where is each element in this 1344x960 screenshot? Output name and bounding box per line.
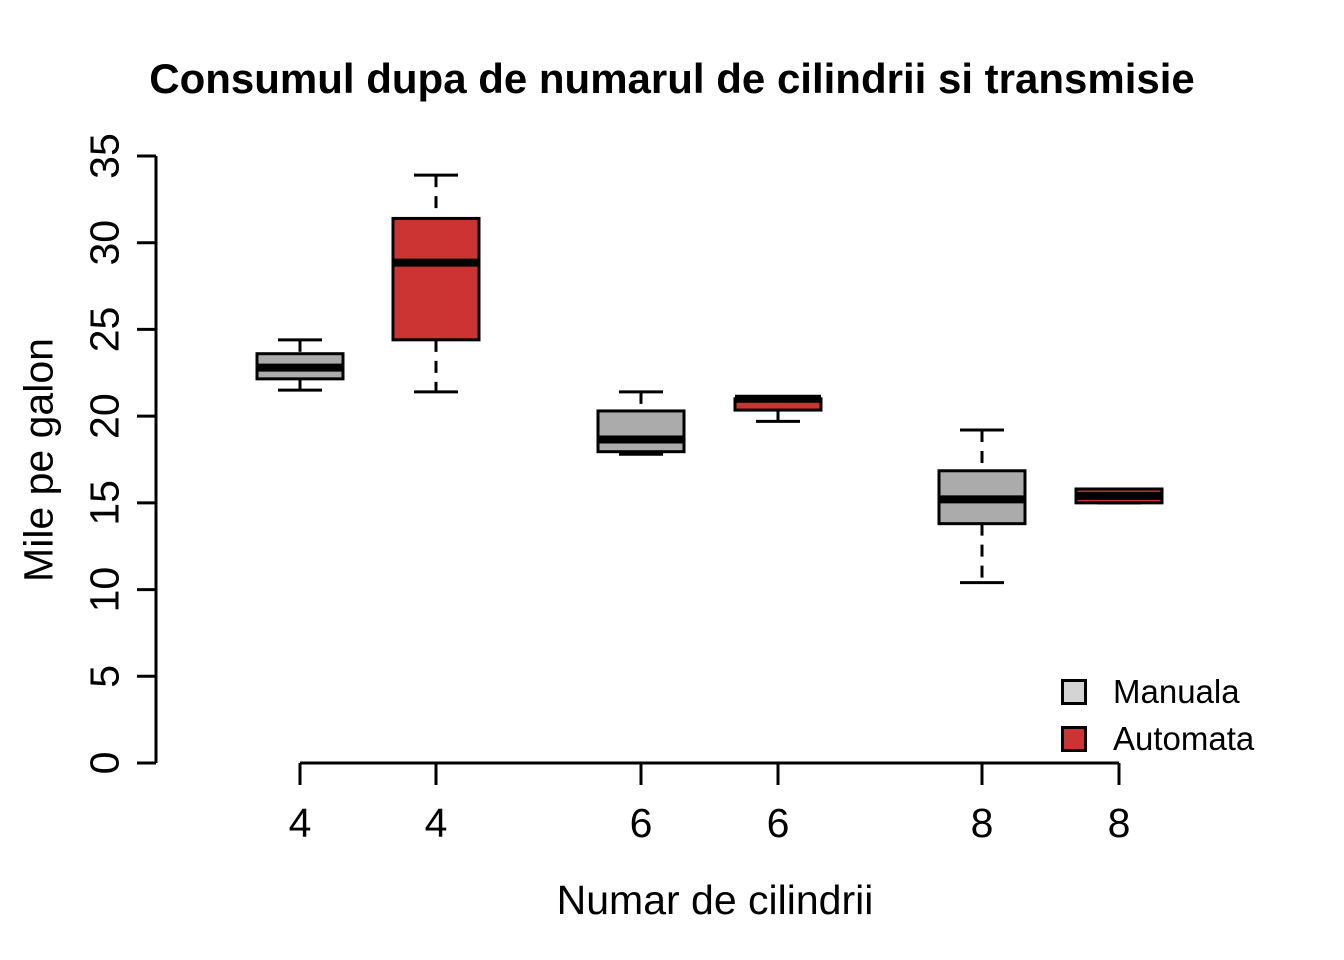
x-tick-label: 6	[630, 800, 653, 846]
y-tick-label: 30	[81, 220, 127, 266]
box-cyl6-manuala	[596, 390, 686, 456]
legend-item-automata: Automata	[1061, 722, 1254, 755]
box-rect	[596, 409, 686, 454]
box-cyl4-manuala	[255, 338, 345, 392]
y-tick-label: 25	[81, 307, 127, 353]
box-cyl8-automata	[1074, 487, 1164, 505]
x-tick-label: 4	[425, 800, 448, 846]
boxes	[255, 173, 1164, 585]
x-axis-label: Numar de cilindrii	[556, 877, 874, 923]
legend: Manuala Automata	[1061, 675, 1254, 755]
legend-label-automata: Automata	[1113, 720, 1255, 757]
x-tick-label: 4	[289, 800, 312, 846]
y-tick-label: 5	[81, 665, 127, 688]
box-cyl6-automata	[733, 394, 823, 423]
legend-swatch-automata	[1061, 725, 1087, 752]
x-tick-label: 8	[971, 800, 994, 846]
y-tick-label: 15	[81, 480, 127, 526]
y-tick-label: 35	[81, 133, 127, 179]
legend-swatch-manuala	[1061, 678, 1087, 705]
axes: 0 5 10 15 20 25 30 35 4 4 6 6 8 8	[81, 133, 1130, 846]
y-tick-label: 0	[81, 752, 127, 775]
x-tick-label: 8	[1108, 800, 1131, 846]
y-tick-label: 10	[81, 567, 127, 613]
y-tick-label: 20	[81, 393, 127, 439]
box-cyl8-manuala	[937, 428, 1027, 585]
chart-title: Consumul dupa de numarul de cilindrii si…	[149, 55, 1195, 102]
box-cyl4-automata	[391, 173, 481, 394]
x-tick-label: 6	[767, 800, 790, 846]
legend-label-manuala: Manuala	[1113, 673, 1240, 710]
y-axis-label: Mile pe galon	[15, 338, 61, 582]
box-rect	[391, 216, 481, 342]
legend-item-manuala: Manuala	[1061, 675, 1254, 708]
